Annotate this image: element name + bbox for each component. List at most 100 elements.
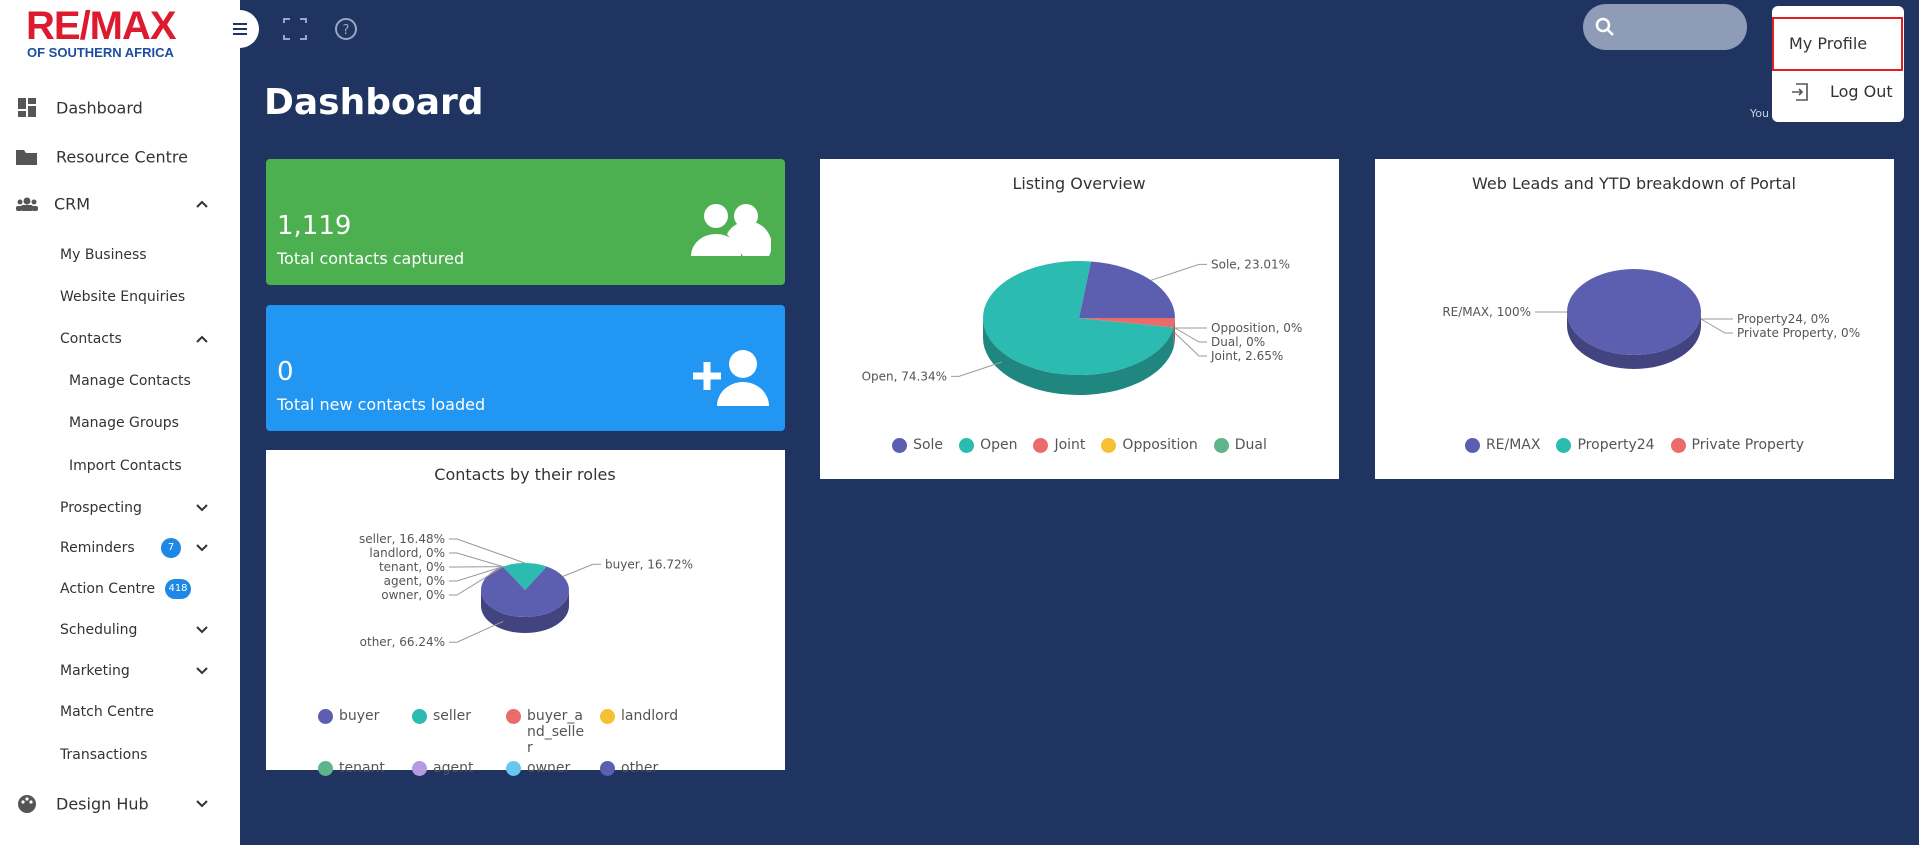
chevron[interactable] <box>195 623 209 637</box>
legend-item[interactable]: Property24 <box>1556 437 1655 453</box>
connector <box>449 566 504 582</box>
svg-text:?: ? <box>343 23 350 38</box>
connector <box>449 620 504 643</box>
data-label: Joint, 2.65% <box>1210 349 1283 363</box>
legend-item[interactable]: Opposition <box>1101 437 1198 453</box>
chart-panel: Web Leads and YTD breakdown of Portal Pro… <box>1375 159 1894 479</box>
connector <box>449 538 525 564</box>
fullscreen-button[interactable] <box>283 18 307 40</box>
icon <box>1792 83 1808 101</box>
pie-tops <box>983 261 1175 375</box>
legend-item[interactable]: seller <box>412 708 492 756</box>
stat-label: Total new contacts loaded <box>277 395 486 414</box>
legend-marker <box>1033 438 1049 453</box>
nav-item[interactable]: Manage Contacts <box>69 373 191 389</box>
data-label: Dual, 0% <box>1211 335 1265 349</box>
connector <box>1150 263 1207 281</box>
chevron[interactable] <box>195 501 209 515</box>
page-title: Dashboard <box>264 82 484 123</box>
legend-item[interactable]: Private Property <box>1670 437 1804 453</box>
nav-item[interactable]: Website Enquiries <box>60 289 186 305</box>
legend-label: buyer_and_seller <box>527 708 585 756</box>
connector <box>449 566 504 596</box>
legend-item[interactable]: agent <box>412 760 492 776</box>
connector <box>1174 327 1207 343</box>
logo-brand: RE/MAX <box>26 4 177 48</box>
legend-label: Sole <box>913 437 944 453</box>
legend-item[interactable]: Joint <box>1033 437 1085 453</box>
legend-label: Property24 <box>1577 437 1655 453</box>
nav-item[interactable]: Marketing <box>60 663 130 679</box>
nav-item[interactable]: Design Hub <box>56 794 149 814</box>
pie-slice <box>502 563 547 590</box>
nav-item[interactable]: My Business <box>60 247 147 263</box>
legend-label: Joint <box>1054 437 1086 453</box>
pie-slice <box>1567 269 1701 355</box>
legend-marker <box>1213 438 1229 453</box>
stat-value: 1,119 <box>277 211 352 241</box>
legend-marker <box>1670 438 1686 453</box>
legend-item[interactable]: RE/MAX <box>1464 437 1540 453</box>
legend-item[interactable]: Sole <box>892 437 943 453</box>
legend-item[interactable]: other <box>600 760 680 776</box>
user-menu: My Profile Log Out <box>1772 6 1904 122</box>
chevron[interactable] <box>195 664 209 678</box>
menu-item[interactable]: Log Out <box>1830 82 1893 101</box>
legend-item[interactable]: buyer <box>318 708 398 756</box>
partial-text: You <box>1750 107 1769 120</box>
legend-marker <box>1464 438 1480 453</box>
chevron[interactable] <box>195 541 209 555</box>
menu-item[interactable]: My Profile <box>1789 34 1868 53</box>
pie-slice <box>1079 261 1175 318</box>
chevron[interactable] <box>195 332 209 346</box>
pie-slice-side <box>481 590 569 633</box>
nav-item[interactable]: CRM <box>54 194 91 214</box>
chevron[interactable] <box>195 197 209 211</box>
legend-item[interactable]: Open <box>959 437 1017 453</box>
chevron[interactable] <box>195 797 209 811</box>
legend-marker <box>1556 438 1572 453</box>
pie-slice-side <box>983 318 1174 395</box>
nav-item[interactable]: Match Centre <box>60 704 154 720</box>
pie-slice-side <box>1173 318 1175 348</box>
nav-item[interactable]: Reminders <box>60 540 135 556</box>
pie-tops <box>1567 269 1701 355</box>
nav-item[interactable]: Transactions <box>60 747 148 763</box>
nav-item[interactable]: Manage Groups <box>69 415 179 431</box>
data-label: Sole, 23.01% <box>1211 257 1290 271</box>
legend-label: tenant <box>339 760 385 776</box>
legend-label: Opposition <box>1122 437 1198 453</box>
legend-label: owner <box>527 760 571 776</box>
chart: Listing Overview Sole, 23.01% Opposition, … <box>862 174 1302 395</box>
nav-item[interactable]: Scheduling <box>60 622 138 638</box>
help-button[interactable] <box>335 18 357 40</box>
legend-marker <box>318 761 333 776</box>
badge: 7 <box>161 538 181 558</box>
legend-item[interactable]: tenant <box>318 760 398 776</box>
nav-item[interactable]: Import Contacts <box>69 458 182 474</box>
pie-sides <box>983 318 1175 395</box>
legend-item[interactable]: landlord <box>600 708 680 756</box>
search-box[interactable] <box>1583 4 1747 50</box>
nav-item[interactable]: Contacts <box>60 331 122 347</box>
legend-label: landlord <box>621 708 679 724</box>
connector <box>449 552 504 568</box>
nav-item[interactable]: Dashboard <box>56 98 143 118</box>
icon <box>18 795 36 813</box>
chart-title: Listing Overview <box>1012 174 1145 193</box>
stat-card: 1,119 Total contacts captured <box>266 159 785 285</box>
chart: Contacts by their roles buyer, 16.72% sell… <box>359 465 693 649</box>
legend-item[interactable]: Dual <box>1213 437 1267 453</box>
legend-item[interactable]: buyer_and_seller <box>506 708 586 756</box>
legend-label: other <box>621 760 659 776</box>
nav-item[interactable]: Action Centre <box>60 581 156 597</box>
data-label: owner, 0% <box>381 588 445 602</box>
pie-slice-side <box>1567 312 1701 369</box>
sidebar: RE/MAX OF SOUTHERN AFRICA Dashboard Reso… <box>0 0 240 845</box>
icon <box>18 98 36 117</box>
nav-item[interactable]: Resource Centre <box>56 147 188 167</box>
legend-item[interactable]: owner <box>506 760 586 776</box>
nav-item[interactable]: Prospecting <box>60 500 142 516</box>
data-label: Private Property, 0% <box>1737 326 1860 340</box>
